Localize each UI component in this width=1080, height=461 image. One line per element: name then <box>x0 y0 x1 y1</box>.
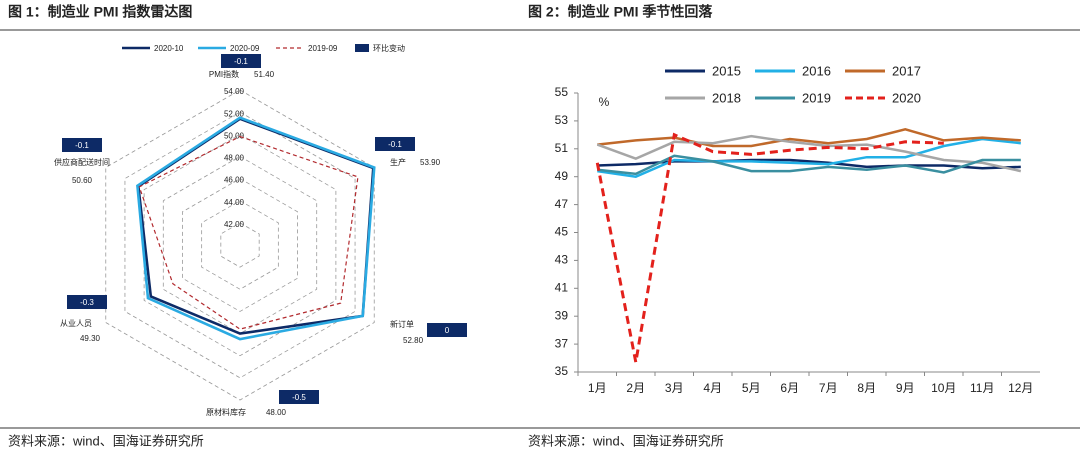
change-box <box>221 54 261 68</box>
x-tick-label: 1月 <box>588 381 607 395</box>
axis-label: 供应商配送时间 <box>54 157 110 167</box>
axis-label: 新订单 <box>390 319 414 329</box>
legend-label: 环比变动 <box>373 43 405 53</box>
r-tick-label: 44.00 <box>224 198 245 207</box>
grid-ring <box>201 200 279 290</box>
x-tick-label: 6月 <box>780 381 799 395</box>
x-tick-label: 11月 <box>970 381 994 395</box>
series-line <box>595 132 944 363</box>
y-tick-label: 53 <box>555 113 569 127</box>
y-tick-label: 49 <box>555 169 569 183</box>
axis-label: 生产 <box>390 157 406 167</box>
legend-label: 2019-09 <box>308 44 338 53</box>
change-label: -0.1 <box>388 140 402 149</box>
change-box <box>375 137 415 151</box>
value-label: 50.60 <box>72 176 93 185</box>
value-label: 53.90 <box>420 158 441 167</box>
chart-title: 图 2：制造业 PMI 季节性回落 <box>528 4 713 20</box>
r-tick-label: 50.00 <box>224 131 245 140</box>
radar-line <box>138 135 359 330</box>
x-tick-label: 7月 <box>819 381 838 395</box>
y-tick-label: 35 <box>555 364 569 378</box>
axis-label: PMI指数 <box>209 69 239 79</box>
grid-ring <box>162 155 318 335</box>
y-tick-label: 55 <box>555 85 569 99</box>
r-tick-label: 48.00 <box>224 154 245 163</box>
value-label: 49.30 <box>80 334 101 343</box>
y-tick-label: 47 <box>555 197 569 211</box>
x-tick-label: 10月 <box>931 381 956 395</box>
x-tick-label: 5月 <box>742 381 761 395</box>
series-line <box>597 137 1021 178</box>
y-tick-label: 41 <box>555 280 569 294</box>
y-tick-label: 39 <box>555 308 569 322</box>
source: 资料来源：wind、国海证券研究所 <box>8 433 204 448</box>
y-axis-label: % <box>599 95 610 109</box>
legend-label: 2019 <box>802 90 831 105</box>
y-tick-label: 51 <box>555 141 569 155</box>
axis-label: 从业人员 <box>60 318 92 328</box>
legend-label: 2017 <box>892 63 921 78</box>
r-tick-label: 52.00 <box>224 109 245 118</box>
series-line <box>596 134 1022 173</box>
change-label: 0 <box>445 326 450 335</box>
radar-line <box>136 116 376 341</box>
series-line <box>597 154 1021 176</box>
x-tick-label: 12月 <box>1008 381 1033 395</box>
legend-label: 2016 <box>802 63 831 78</box>
grid-ring <box>143 133 337 357</box>
r-tick-label: 54.00 <box>224 87 245 96</box>
value-label: 52.80 <box>403 336 424 345</box>
axis-label: 原材料库存 <box>206 407 246 417</box>
legend-label: 2018 <box>712 90 741 105</box>
y-tick-label: 37 <box>555 336 569 350</box>
x-tick-label: 9月 <box>896 381 915 395</box>
value-label: 51.40 <box>254 70 275 79</box>
grid-ring <box>182 178 298 312</box>
change-box <box>279 390 319 404</box>
change-label: -0.3 <box>80 298 94 307</box>
x-tick-label: 4月 <box>703 381 722 395</box>
chart-title: 图 1：制造业 PMI 指数雷达图 <box>8 4 192 20</box>
change-label: -0.1 <box>234 57 248 66</box>
r-tick-label: 42.00 <box>224 220 245 229</box>
legend-label: 2020 <box>892 90 921 105</box>
y-tick-label: 45 <box>555 225 569 239</box>
x-tick-label: 3月 <box>665 381 684 395</box>
source: 资料来源：wind、国海证券研究所 <box>528 433 724 448</box>
x-tick-label: 2月 <box>626 381 645 395</box>
legend-label: 2020-09 <box>230 44 260 53</box>
legend-label: 2015 <box>712 63 741 78</box>
change-label: -0.1 <box>75 141 89 150</box>
change-label: -0.5 <box>292 393 306 402</box>
r-tick-label: 46.00 <box>224 176 245 185</box>
x-tick-label: 8月 <box>857 381 876 395</box>
change-box <box>62 138 102 152</box>
change-box <box>67 295 107 309</box>
legend-label: 2020-10 <box>154 44 184 53</box>
radar-line <box>136 117 375 335</box>
value-label: 48.00 <box>266 408 287 417</box>
series-line <box>597 128 1021 148</box>
change-box <box>427 323 467 337</box>
grid-ring <box>220 222 260 268</box>
y-tick-label: 43 <box>555 253 569 267</box>
legend-swatch <box>355 44 369 52</box>
